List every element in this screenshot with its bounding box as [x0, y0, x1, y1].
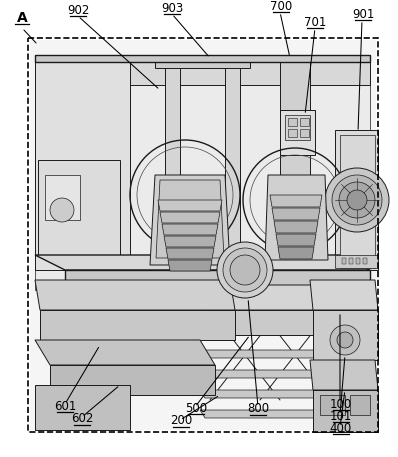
Bar: [349, 258, 353, 264]
Text: 400: 400: [330, 421, 352, 435]
Text: 800: 800: [247, 403, 269, 415]
Polygon shape: [35, 55, 370, 290]
Circle shape: [332, 175, 382, 225]
Bar: [300, 118, 309, 126]
Bar: [288, 118, 297, 126]
Circle shape: [50, 198, 74, 222]
Polygon shape: [274, 221, 318, 233]
Bar: [288, 129, 297, 137]
Circle shape: [339, 182, 375, 218]
Polygon shape: [35, 55, 130, 270]
Polygon shape: [165, 55, 180, 260]
Polygon shape: [278, 247, 314, 259]
Text: 901: 901: [352, 7, 374, 21]
Polygon shape: [65, 270, 370, 290]
Polygon shape: [166, 248, 214, 259]
Polygon shape: [276, 234, 316, 246]
Circle shape: [330, 325, 360, 355]
Text: 700: 700: [270, 0, 292, 12]
Bar: [363, 258, 367, 264]
Text: 902: 902: [67, 4, 89, 16]
Polygon shape: [164, 236, 216, 247]
Bar: [350, 395, 370, 415]
Polygon shape: [335, 255, 378, 268]
Polygon shape: [200, 370, 345, 378]
Polygon shape: [335, 130, 378, 270]
Text: A: A: [17, 11, 27, 25]
Polygon shape: [310, 280, 378, 310]
Polygon shape: [35, 55, 370, 62]
Polygon shape: [205, 310, 360, 335]
Polygon shape: [150, 175, 230, 265]
Polygon shape: [35, 385, 130, 430]
Text: 701: 701: [304, 16, 326, 28]
Text: 903: 903: [161, 1, 183, 15]
Text: 500: 500: [185, 402, 207, 414]
Polygon shape: [160, 212, 220, 223]
Polygon shape: [340, 135, 375, 268]
Polygon shape: [313, 390, 378, 432]
Text: 200: 200: [170, 414, 192, 427]
Bar: [320, 395, 345, 415]
Bar: [342, 258, 346, 264]
Polygon shape: [200, 350, 345, 358]
Polygon shape: [270, 195, 322, 207]
Polygon shape: [30, 40, 376, 430]
Polygon shape: [265, 175, 328, 260]
Polygon shape: [200, 410, 345, 418]
Polygon shape: [313, 310, 378, 360]
Polygon shape: [280, 55, 310, 250]
Polygon shape: [35, 340, 215, 365]
Polygon shape: [35, 255, 370, 270]
Text: 100: 100: [330, 398, 352, 410]
Polygon shape: [35, 55, 370, 85]
Bar: [356, 258, 360, 264]
Polygon shape: [40, 310, 235, 340]
Polygon shape: [35, 280, 235, 310]
Polygon shape: [175, 285, 360, 310]
Polygon shape: [200, 390, 345, 398]
Polygon shape: [162, 224, 218, 235]
Text: 601: 601: [54, 399, 76, 413]
Circle shape: [347, 190, 367, 210]
Polygon shape: [155, 55, 250, 68]
Polygon shape: [45, 175, 80, 220]
Polygon shape: [310, 360, 378, 390]
Polygon shape: [158, 200, 222, 211]
Polygon shape: [50, 365, 215, 395]
Polygon shape: [280, 110, 315, 155]
Circle shape: [325, 168, 389, 232]
Polygon shape: [38, 160, 120, 255]
Polygon shape: [156, 180, 224, 258]
Bar: [28, 38, 378, 432]
Circle shape: [337, 332, 353, 348]
Polygon shape: [168, 260, 212, 271]
Text: 101: 101: [330, 409, 352, 423]
Polygon shape: [225, 55, 240, 260]
Circle shape: [217, 242, 273, 298]
Circle shape: [230, 255, 260, 285]
Circle shape: [223, 248, 267, 292]
Text: 602: 602: [71, 413, 93, 425]
Bar: [300, 129, 309, 137]
Polygon shape: [272, 208, 320, 220]
Polygon shape: [285, 115, 310, 140]
